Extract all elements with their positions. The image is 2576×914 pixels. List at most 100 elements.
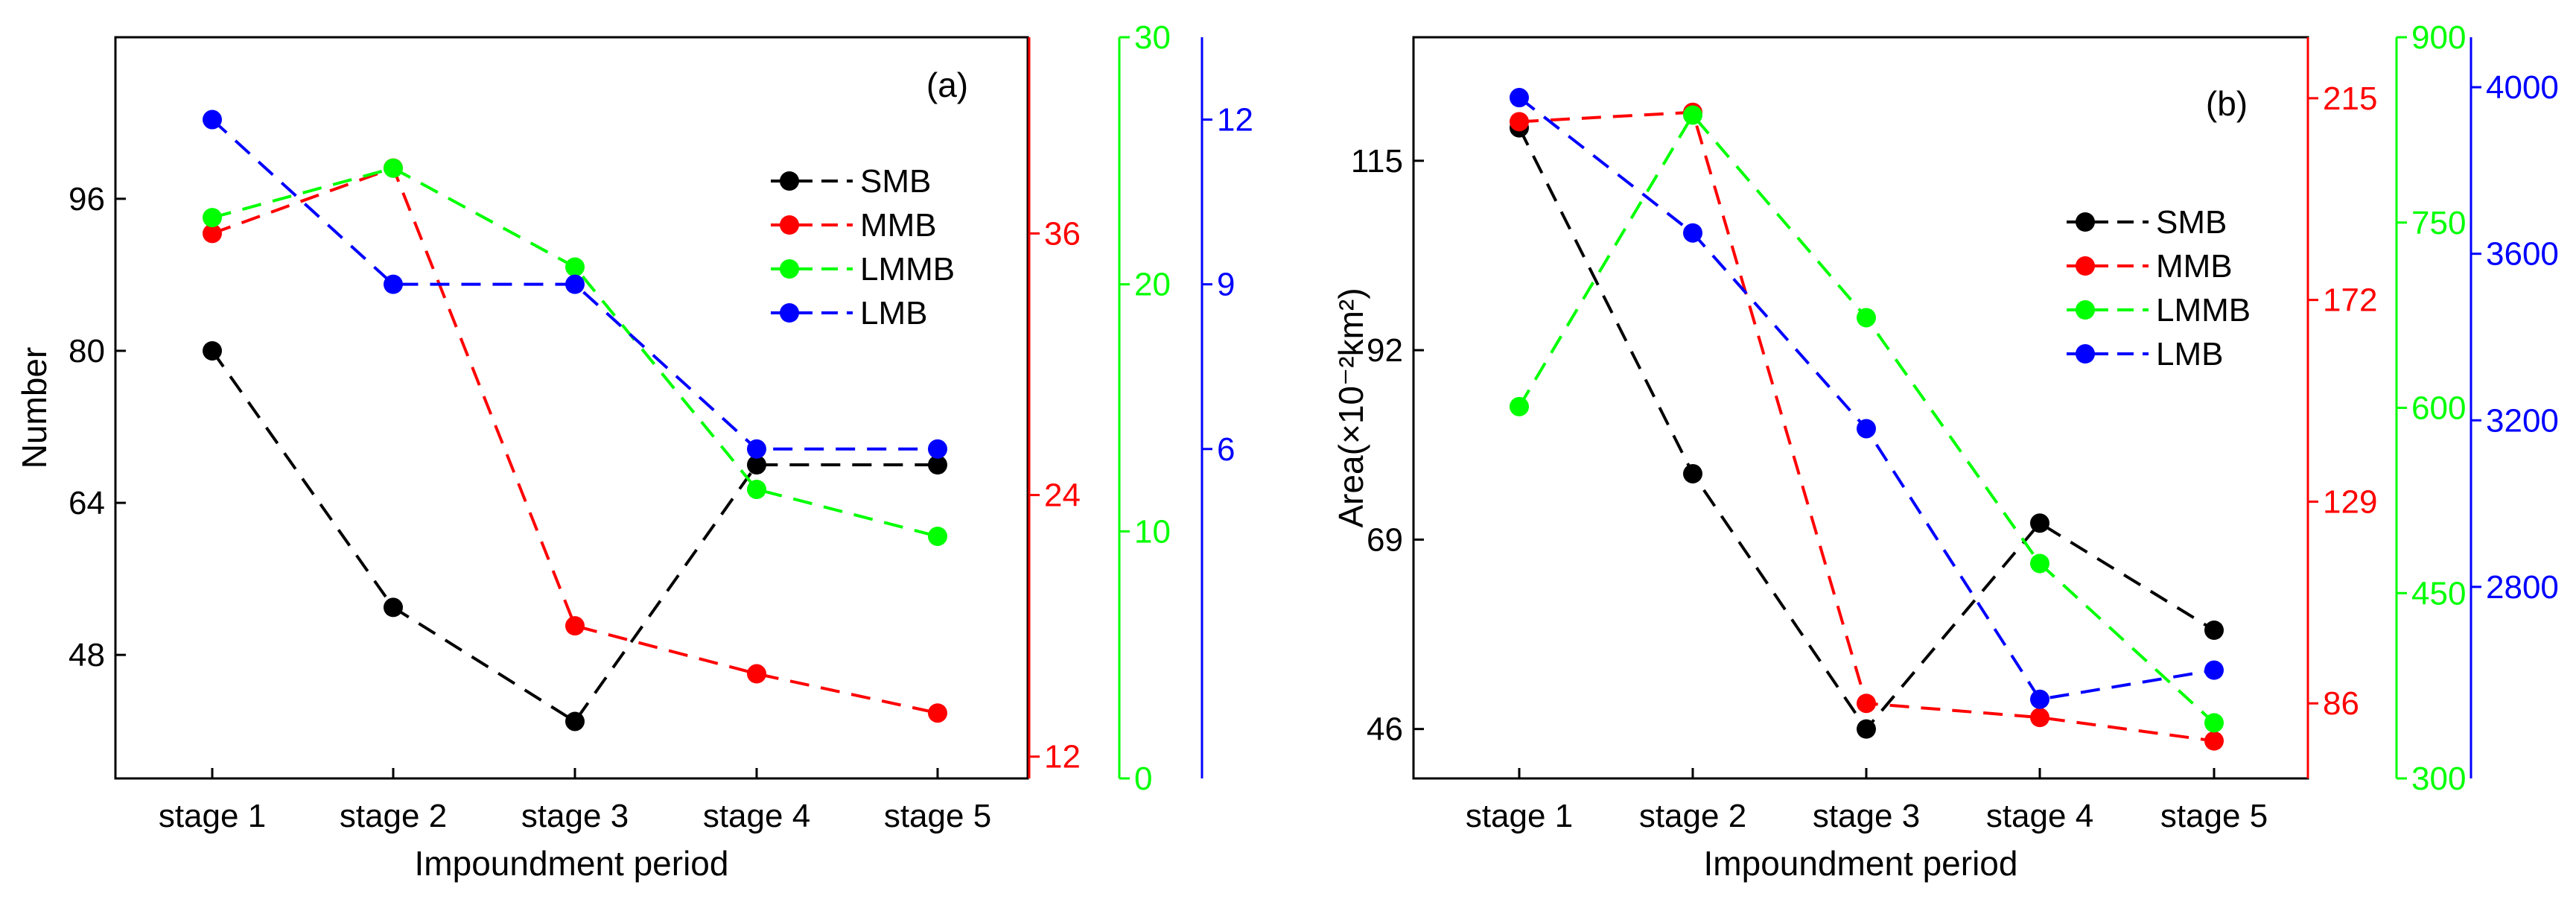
series-line-lmb xyxy=(211,118,938,451)
green-axis-tick-label: 750 xyxy=(2411,205,2466,241)
legend-marker xyxy=(780,259,799,279)
legend-marker xyxy=(780,171,799,191)
left-axis-tick-label: 64 xyxy=(69,485,105,521)
red-axis-tick-label: 36 xyxy=(1044,215,1081,252)
data-point-mmb xyxy=(1510,112,1529,132)
panel-label: (a) xyxy=(926,66,968,104)
data-point-lmmb xyxy=(2030,553,2049,574)
x-axis-tick-label: stage 5 xyxy=(884,798,991,834)
data-point-lmb xyxy=(928,439,947,459)
red-axis-tick-label: 12 xyxy=(1044,739,1081,775)
data-point-mmb xyxy=(203,223,222,244)
green-axis-tick-label: 600 xyxy=(2411,390,2466,427)
red-axis-tick-label: 86 xyxy=(2323,685,2359,722)
red-axis-tick-label: 24 xyxy=(1044,477,1081,514)
data-point-mmb xyxy=(747,664,766,684)
green-axis-tick-label: 900 xyxy=(2411,19,2466,56)
green-axis-tick-label: 450 xyxy=(2411,575,2466,612)
legend-label: MMB xyxy=(2156,248,2233,285)
series-line-lmmb xyxy=(1518,112,2216,724)
green-axis-tick-label: 300 xyxy=(2411,761,2466,797)
y-axis-title: Area(×10⁻²km²) xyxy=(1332,288,1370,527)
red-axis-tick-label: 172 xyxy=(2323,282,2377,319)
x-axis-tick-label: stage 2 xyxy=(340,798,447,834)
data-point-lmb xyxy=(747,439,766,459)
data-point-lmb xyxy=(384,274,403,294)
legend-label: MMB xyxy=(860,207,937,244)
legend-label: LMB xyxy=(2156,336,2223,372)
chart-panel-a: 48 64 80 96 12 24 36 0 10 20 30 6 9 12 stage 1 stage 2 s… xyxy=(15,19,1253,883)
data-point-lmb xyxy=(565,274,585,294)
x-axis-tick-label: stage 4 xyxy=(703,798,810,834)
data-point-lmb xyxy=(2204,660,2224,680)
x-axis-tick-label: stage 1 xyxy=(159,798,266,834)
data-point-smb xyxy=(2204,621,2224,640)
data-point-smb xyxy=(1683,463,1702,483)
data-point-lmmb xyxy=(1857,308,1876,328)
data-point-lmmb xyxy=(1510,396,1529,416)
series-line-smb xyxy=(211,349,938,724)
left-axis-tick-label: 115 xyxy=(1351,143,1403,180)
data-point-lmmb xyxy=(1683,105,1702,125)
blue-axis-tick-label: 9 xyxy=(1217,267,1235,303)
chart-panel-b: 46 69 92 115 86 129 172 215 300 450 600 750 900 2800 3… xyxy=(1332,19,2559,883)
legend-label: LMB xyxy=(860,295,927,331)
plot-frame xyxy=(1412,36,2309,780)
series-line-lmmb xyxy=(212,166,938,538)
data-point-lmmb xyxy=(203,208,222,228)
data-point-lmmb xyxy=(928,526,947,546)
legend-label: LMMB xyxy=(2156,292,2251,329)
x-axis-tick-label: stage 4 xyxy=(1986,798,2093,834)
x-axis-tick-label: stage 2 xyxy=(1639,798,1746,834)
left-axis-tick-label: 80 xyxy=(69,333,105,369)
x-axis-tick-label: stage 5 xyxy=(2160,798,2268,834)
blue-axis-tick-label: 2800 xyxy=(2486,569,2559,606)
data-point-smb xyxy=(928,455,947,475)
data-point-smb xyxy=(1857,719,1876,739)
legend-marker xyxy=(2076,344,2095,364)
data-point-lmb xyxy=(1683,223,1702,243)
legend-marker xyxy=(2076,212,2095,232)
left-axis-tick-label: 69 xyxy=(1367,521,1403,558)
blue-axis-tick-label: 4000 xyxy=(2486,69,2559,106)
legend-marker xyxy=(780,303,799,323)
legend-label: SMB xyxy=(860,163,931,200)
red-axis-tick-label: 215 xyxy=(2323,80,2377,117)
left-axis-tick-label: 46 xyxy=(1367,711,1403,748)
blue-axis-tick-label: 12 xyxy=(1217,102,1253,139)
data-point-mmb xyxy=(1857,694,1876,714)
legend-label: LMMB xyxy=(860,251,955,288)
data-point-lmmb xyxy=(384,158,403,178)
legend-label: SMB xyxy=(2156,204,2227,241)
green-axis-tick-label: 30 xyxy=(1134,19,1171,56)
data-point-lmb xyxy=(1510,88,1529,108)
legend-marker xyxy=(780,215,799,235)
legend-marker xyxy=(2076,300,2095,320)
legend-marker xyxy=(2076,256,2095,276)
data-point-lmmb xyxy=(565,257,585,277)
data-point-mmb xyxy=(2204,731,2224,751)
data-point-smb xyxy=(203,340,222,361)
x-axis-title: Impoundment period xyxy=(1704,844,2018,883)
data-point-lmb xyxy=(1857,419,1876,439)
data-point-lmb xyxy=(203,110,222,130)
series-line-mmb xyxy=(212,166,938,715)
x-axis-tick-label: stage 3 xyxy=(1813,798,1920,834)
data-point-smb xyxy=(747,455,766,475)
data-point-lmmb xyxy=(2204,713,2224,733)
x-axis-tick-label: stage 1 xyxy=(1466,798,1573,834)
left-axis-tick-label: 96 xyxy=(69,181,105,218)
green-axis-tick-label: 0 xyxy=(1134,761,1152,797)
plot-frame xyxy=(114,36,1029,780)
red-axis-tick-label: 129 xyxy=(2323,483,2377,520)
green-axis-tick-label: 10 xyxy=(1134,513,1171,550)
left-axis-tick-label: 48 xyxy=(69,637,105,673)
data-point-mmb xyxy=(928,703,947,723)
left-axis-tick-label: 92 xyxy=(1367,332,1403,369)
data-point-smb xyxy=(2030,513,2049,533)
series-line-lmb xyxy=(1518,96,2215,701)
panel-label: (b) xyxy=(2206,84,2248,123)
blue-axis-tick-label: 6 xyxy=(1217,431,1235,468)
x-axis-tick-label: stage 3 xyxy=(521,798,629,834)
